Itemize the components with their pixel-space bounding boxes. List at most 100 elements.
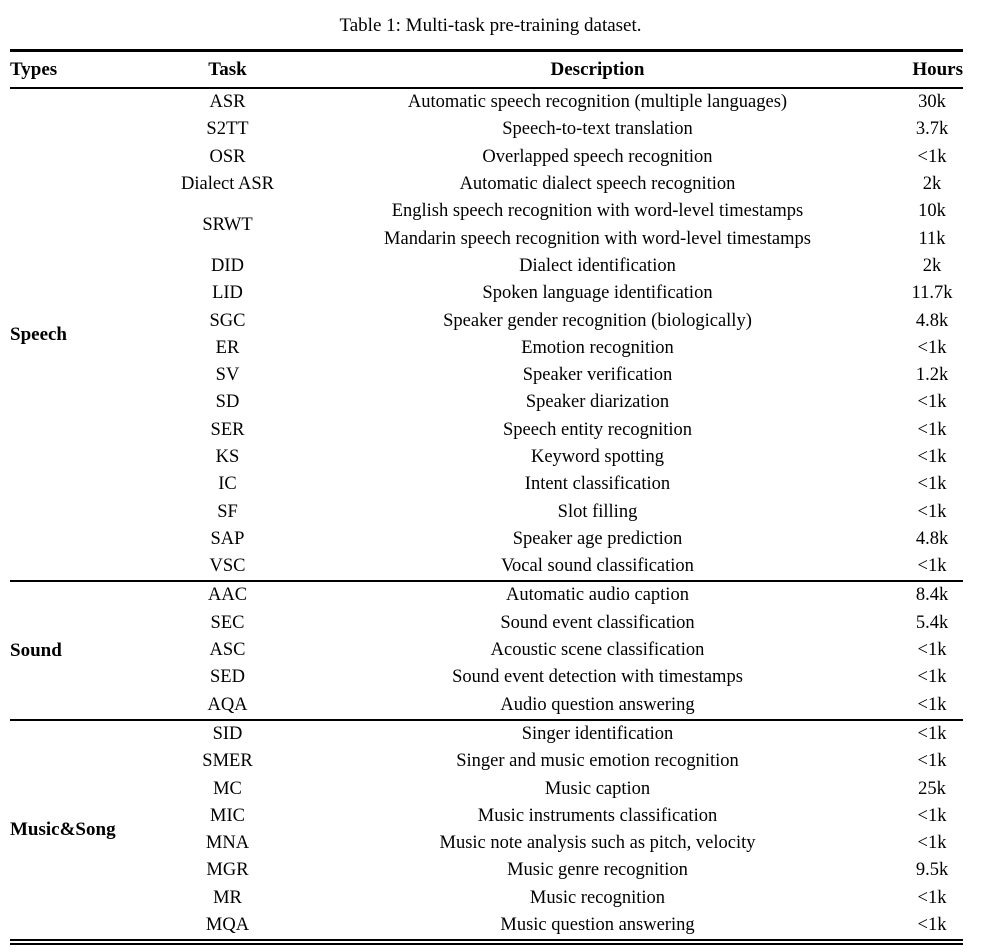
description-cell: Slot filling bbox=[557, 501, 638, 522]
task-cell: SMER bbox=[202, 751, 253, 772]
description-cell: Spoken language identification bbox=[482, 283, 713, 304]
table-row: ER Emotion recognition <1k bbox=[10, 335, 963, 362]
task-cell: SGC bbox=[209, 310, 246, 331]
table-row: Music&Song SID Singer identification <1k bbox=[10, 720, 963, 840]
hours-cell: <1k bbox=[917, 833, 947, 854]
hours-cell: <1k bbox=[917, 694, 947, 715]
task-cell: Dialect ASR bbox=[180, 174, 274, 195]
description-cell: Automatic audio caption bbox=[506, 585, 689, 606]
types-cell: Speech bbox=[10, 323, 67, 345]
hours-cell: 11.7k bbox=[911, 283, 953, 304]
hours-cell: 2k bbox=[922, 255, 942, 276]
description-cell: Speech-to-text translation bbox=[502, 119, 693, 140]
description-cell: Automatic speech recognition (multiple l… bbox=[407, 92, 788, 113]
task-cell: SRWT bbox=[202, 214, 253, 235]
task-cell: VSC bbox=[209, 556, 246, 577]
description-cell: Music genre recognition bbox=[507, 860, 688, 881]
description-cell: Dialect identification bbox=[519, 255, 676, 276]
description-cell: Sound event detection with timestamps bbox=[452, 667, 743, 688]
table-row: S2TT Speech-to-text translation 3.7k bbox=[10, 116, 963, 143]
hours-cell: <1k bbox=[917, 887, 947, 908]
table-row: MQA Music question answering <1k bbox=[10, 912, 963, 940]
description-cell: Speaker age prediction bbox=[512, 528, 683, 549]
bottom-rule-second-line bbox=[10, 943, 963, 945]
table-row: SMER Singer and music emotion recognition… bbox=[10, 748, 963, 775]
description-cell: Music note analysis such as pitch, veloc… bbox=[439, 833, 756, 854]
hours-cell: <1k bbox=[917, 419, 947, 440]
table-row: Dialect ASR Automatic dialect speech reco… bbox=[10, 171, 963, 198]
description-cell: Music question answering bbox=[500, 915, 695, 936]
hours-cell: <1k bbox=[917, 723, 947, 744]
task-cell: IC bbox=[218, 474, 237, 495]
table-row: SEC Sound event classification 5.4k bbox=[10, 610, 963, 637]
table-row: SER Speech entity recognition <1k bbox=[10, 417, 963, 444]
task-cell: OSR bbox=[209, 146, 246, 167]
task-cell: SER bbox=[210, 419, 245, 440]
table-row: MC Music caption 25k bbox=[10, 775, 963, 802]
column-header-description: Description bbox=[320, 50, 875, 89]
table-row: MNA Music note analysis such as pitch, ve… bbox=[10, 830, 963, 857]
task-cell: DID bbox=[211, 255, 244, 276]
section-music-song: Music&Song SID Singer identification <1k SME… bbox=[10, 719, 963, 940]
task-cell: S2TT bbox=[206, 119, 249, 140]
description-cell: Keyword spotting bbox=[530, 447, 665, 467]
task-cell: MR bbox=[213, 887, 242, 908]
task-cell: MNA bbox=[205, 833, 250, 854]
task-cell: SED bbox=[210, 667, 245, 688]
table-row: OSR Overlapped speech recognition <1k bbox=[10, 144, 963, 171]
description-cell: Sound event classification bbox=[500, 612, 695, 633]
column-header-types: Types bbox=[10, 50, 135, 89]
hours-cell: 3.7k bbox=[915, 119, 949, 140]
hours-cell: 4.8k bbox=[915, 528, 949, 549]
task-cell: SEC bbox=[210, 612, 245, 633]
task-cell: AQA bbox=[207, 694, 248, 715]
task-cell: LID bbox=[212, 283, 243, 304]
hours-cell: <1k bbox=[917, 667, 947, 688]
hours-cell: 10k bbox=[918, 201, 946, 222]
hours-cell: 4.8k bbox=[915, 310, 949, 331]
column-header-hours: Hours bbox=[875, 50, 963, 89]
table-row: LID Spoken language identification 11.7k bbox=[10, 280, 963, 307]
section-sound: Sound AAC Automatic audio caption 8.4k SEC So… bbox=[10, 581, 963, 719]
hours-cell: 2k bbox=[922, 174, 942, 195]
types-cell: Sound bbox=[10, 639, 62, 661]
hours-cell: 5.4k bbox=[915, 612, 949, 633]
table-row: MR Music recognition <1k bbox=[10, 885, 963, 912]
table-row: IC Intent classification <1k bbox=[10, 471, 963, 498]
types-cell: Music&Song bbox=[10, 819, 116, 841]
table-row: SED Sound event detection with timestamps… bbox=[10, 664, 963, 691]
table-row: SV Speaker verification 1.2k bbox=[10, 362, 963, 389]
description-cell: English speech recognition with word-lev… bbox=[391, 201, 804, 222]
task-cell: MGR bbox=[206, 860, 249, 881]
hours-cell: 8.4k bbox=[915, 585, 949, 606]
description-cell: Vocal sound classification bbox=[501, 556, 694, 577]
table-row: SRWT English speech recognition with word… bbox=[10, 198, 963, 235]
description-cell: Music instruments classification bbox=[477, 805, 718, 826]
description-cell: Emotion recognition bbox=[521, 337, 674, 358]
table-row: ASC Acoustic scene classification <1k bbox=[10, 637, 963, 664]
task-cell: ASC bbox=[209, 640, 246, 661]
table-row: SF Slot filling <1k bbox=[10, 498, 963, 525]
task-cell: KS bbox=[215, 447, 240, 467]
hours-cell: 9.5k bbox=[915, 860, 949, 881]
description-cell: Speaker gender recognition (biologically… bbox=[443, 310, 752, 331]
hours-cell: <1k bbox=[917, 474, 947, 495]
hours-cell: <1k bbox=[917, 146, 947, 167]
hours-cell: <1k bbox=[917, 392, 947, 413]
header-row: Types Task Description Hours bbox=[10, 50, 963, 89]
column-header-task: Task bbox=[135, 50, 320, 89]
section-speech: Speech ASR Automatic speech recognition (m… bbox=[10, 88, 963, 581]
table-row: AQA Audio question answering <1k bbox=[10, 692, 963, 720]
hours-cell: <1k bbox=[917, 337, 947, 358]
table-row: SD Speaker diarization <1k bbox=[10, 389, 963, 416]
table-row: Sound AAC Automatic audio caption 8.4k bbox=[10, 581, 963, 660]
description-cell: Automatic dialect speech recognition bbox=[459, 174, 736, 195]
description-cell: Music recognition bbox=[529, 887, 666, 908]
task-cell: SD bbox=[215, 392, 240, 413]
dataset-table: Types Task Description Hours Speech ASR Au… bbox=[10, 49, 963, 942]
hours-cell: 30k bbox=[918, 92, 946, 113]
description-cell: Audio question answering bbox=[500, 694, 695, 715]
table-row: MIC Music instruments classification <1k bbox=[10, 803, 963, 830]
task-cell: ASR bbox=[209, 92, 246, 113]
task-cell: SAP bbox=[210, 528, 245, 549]
